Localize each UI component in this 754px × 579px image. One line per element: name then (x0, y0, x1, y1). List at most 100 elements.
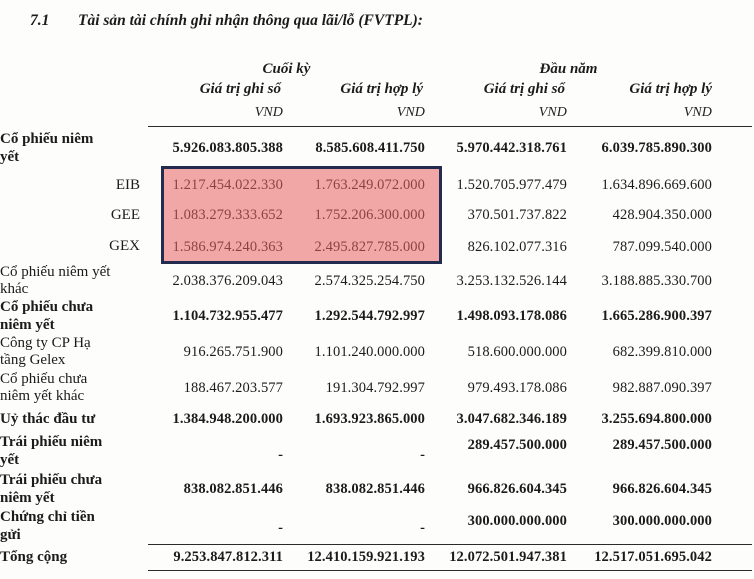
table-row: GEE 1.083.279.333.652 1.752.206.300.000 370… (0, 201, 752, 231)
value-cell: 2.574.325.254.750 (314, 272, 425, 289)
value-cell: 3.253.132.526.144 (456, 272, 567, 289)
value-cell: 1.520.705.977.479 (456, 177, 567, 193)
column-header-fair-value-end: Giá trị hợp lý (340, 80, 423, 97)
value-cell: 838.082.851.446 (183, 481, 283, 497)
column-group-header-row: Cuối kỳ Đầu năm (0, 55, 752, 78)
table-body: Cổ phiếu niêm yết 5.926.083.805.388 8.585.… (0, 127, 752, 571)
value-cell: 1.498.093.178.086 (456, 308, 567, 324)
column-header-fair-value-begin: Giá trị hợp lý (629, 80, 712, 97)
table-row: EIB 1.217.454.022.330 1.763.249.072.000 1.5… (0, 171, 752, 201)
table-row: Cổ phiếu niêm yết khác 2.038.376.209.043 2… (0, 264, 752, 299)
value-cell: 1.101.240.000.000 (314, 343, 425, 360)
value-cell: 3.047.682.346.189 (456, 411, 567, 427)
row-label: Trái phiếu chưa niêm yết (0, 472, 103, 506)
value-cell: 300.000.000.000 (467, 512, 567, 529)
row-label: Cổ phiếu chưa niêm yết khác (0, 370, 88, 404)
row-label: Uỷ thác đầu tư (0, 410, 96, 427)
value-cell: 12.410.159.921.193 (283, 544, 425, 571)
value-cell: 1.665.286.900.397 (601, 308, 712, 324)
spacer-cell (0, 78, 148, 100)
table-row: Cổ phiếu chưa niêm yết khác 188.467.203.5… (0, 370, 752, 407)
table-row: Cổ phiếu chưa niêm yết 1.104.732.955.477 1… (0, 299, 752, 335)
unit-label: VND (283, 100, 425, 127)
row-label: Công ty CP Hạ tầng Gelex (0, 334, 91, 368)
value-cell: 289.457.500.000 (612, 436, 712, 453)
value-cell: 370.501.737.822 (467, 207, 567, 223)
unit-label: VND (567, 100, 752, 127)
value-cell: 916.265.751.900 (183, 343, 283, 360)
value-cell: 1.634.896.669.600 (601, 177, 712, 193)
value-cell: 12.517.051.695.042 (567, 544, 752, 571)
value-cell: 982.887.090.397 (612, 379, 712, 396)
table-row: GEX 1.586.974.240.363 2.495.827.785.000 826… (0, 231, 752, 264)
value-cell: 826.102.077.316 (467, 238, 567, 255)
row-label: GEX (109, 238, 140, 255)
table-row: Trái phiếu chưa niêm yết 838.082.851.446 8… (0, 471, 752, 509)
value-cell: - (420, 446, 425, 463)
value-cell: 787.099.540.000 (612, 238, 712, 255)
value-cell: 8.585.608.411.750 (315, 140, 425, 157)
row-label: Trái phiếu niêm yết (0, 434, 103, 468)
column-header-book-value-begin: Giá trị ghi sổ (483, 80, 565, 97)
row-label: GEE (110, 206, 140, 223)
table-row: Cổ phiếu niêm yết 5.926.083.805.388 8.585.… (0, 127, 752, 171)
table-row: Trái phiếu niêm yết - - 289.457.500.000 289.… (0, 433, 752, 471)
value-cell: 966.826.604.345 (467, 481, 567, 497)
value-cell: 5.926.083.805.388 (172, 140, 283, 157)
value-cell: 1.292.544.792.997 (314, 308, 425, 324)
row-label: Cổ phiếu niêm yết khác (0, 263, 111, 297)
unit-label: VND (148, 100, 283, 127)
value-cell: 5.970.442.318.761 (456, 140, 567, 157)
table-row: Chứng chỉ tiền gửi - - 300.000.000.000 300.0… (0, 509, 752, 545)
value-cell: 1.586.974.240.363 (172, 238, 283, 255)
value-cell: - (278, 520, 283, 536)
value-cell: 12.072.501.947.381 (425, 544, 567, 571)
value-cell: 2.495.827.785.000 (314, 238, 425, 255)
value-cell: 289.457.500.000 (467, 436, 567, 453)
value-cell: 3.188.885.330.700 (601, 272, 712, 289)
financial-table: Cuối kỳ Đầu năm Giá trị ghi sổ Giá trị h… (0, 55, 752, 571)
value-cell: - (278, 446, 283, 463)
value-cell: 9.253.847.812.311 (148, 544, 283, 571)
value-cell: 1.693.923.865.000 (314, 411, 425, 427)
unit-label: VND (425, 100, 567, 127)
column-header-book-value-end: Giá trị ghi sổ (199, 80, 281, 97)
column-group-end-of-period: Cuối kỳ (262, 61, 311, 77)
value-cell: 838.082.851.446 (325, 481, 425, 497)
row-label: Chứng chỉ tiền gửi (0, 509, 95, 543)
row-label: Cổ phiếu chưa niêm yết (0, 299, 94, 333)
value-cell: 428.904.350.000 (612, 207, 712, 223)
value-cell: 191.304.792.997 (325, 379, 425, 396)
row-label: Tổng cộng (0, 548, 68, 565)
value-cell: 518.600.000.000 (467, 343, 567, 360)
table-row: Công ty CP Hạ tầng Gelex 916.265.751.900 1… (0, 335, 752, 370)
value-cell: 1.384.948.200.000 (172, 411, 283, 427)
value-cell: 1.217.454.022.330 (172, 177, 283, 193)
value-cell: 979.493.178.086 (467, 379, 567, 396)
value-cell: 300.000.000.000 (612, 512, 712, 529)
table-row: Tổng cộng 9.253.847.812.311 12.410.159.921… (0, 544, 752, 571)
value-cell: 3.255.694.800.000 (601, 411, 712, 427)
spacer-cell (0, 55, 148, 78)
section-number: 7.1 (30, 12, 50, 29)
value-cell: 966.826.604.345 (612, 481, 712, 497)
section-title: Tài sản tài chính ghi nhận thông qua lãi… (78, 12, 423, 29)
section-heading: 7.1 Tài sản tài chính ghi nhận thông qua … (30, 12, 423, 30)
value-cell: - (420, 520, 425, 536)
value-cell: 2.038.376.209.043 (172, 272, 283, 289)
unit-row: VND VND VND VND (0, 100, 752, 127)
row-label: EIB (115, 176, 140, 193)
row-label: Cổ phiếu niêm yết (0, 131, 94, 165)
value-cell: 682.399.810.000 (612, 343, 712, 360)
value-cell: 6.039.785.890.300 (601, 140, 712, 157)
value-cell: 1.752.206.300.000 (314, 207, 425, 223)
value-cell: 1.104.732.955.477 (172, 308, 283, 324)
table-row: Uỷ thác đầu tư 1.384.948.200.000 1.693.923… (0, 407, 752, 433)
value-cell: 188.467.203.577 (183, 379, 283, 396)
value-cell: 1.763.249.072.000 (314, 177, 425, 193)
column-header-row: Giá trị ghi sổ Giá trị hợp lý Giá trị gh… (0, 78, 752, 100)
spacer-cell (0, 100, 148, 127)
column-group-beginning-of-year: Đầu năm (539, 61, 598, 77)
value-cell: 1.083.279.333.652 (172, 207, 283, 223)
